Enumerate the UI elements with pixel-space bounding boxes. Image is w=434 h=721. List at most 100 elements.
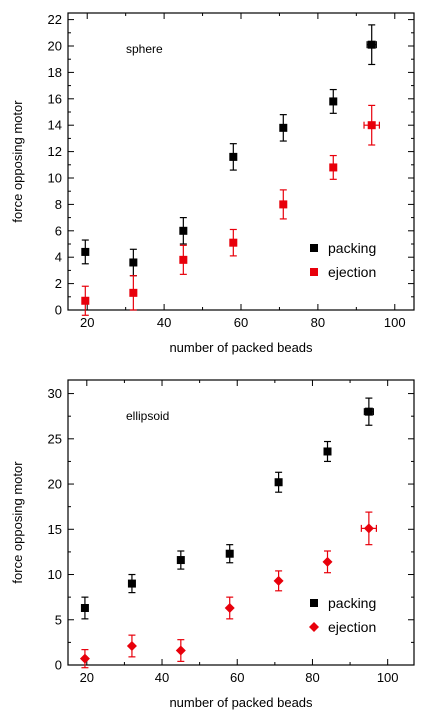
y-tick-label: 15 (48, 522, 62, 537)
marker-diamond (274, 576, 284, 586)
marker-square (279, 124, 287, 132)
data-point (364, 398, 373, 425)
data-point (229, 229, 237, 255)
x-tick-label: 80 (311, 315, 325, 330)
y-tick-label: 16 (48, 91, 62, 106)
x-tick-label: 40 (157, 315, 171, 330)
marker-square (129, 258, 137, 266)
data-point (323, 551, 333, 573)
marker-square (81, 248, 89, 256)
data-point (128, 575, 136, 593)
y-tick-label: 25 (48, 431, 62, 446)
x-tick-label: 100 (384, 315, 406, 330)
marker-square (179, 227, 187, 235)
marker-square (365, 408, 373, 416)
data-point (176, 640, 186, 662)
legend-marker (310, 244, 318, 252)
data-point (226, 545, 234, 563)
legend-label: packing (328, 240, 376, 256)
data-point (225, 597, 235, 619)
data-point (177, 551, 185, 569)
y-tick-label: 12 (48, 144, 62, 159)
data-point (361, 512, 376, 545)
legend-label: ejection (328, 264, 376, 280)
marker-square (81, 604, 89, 612)
data-point (274, 571, 284, 591)
y-tick-label: 8 (55, 197, 62, 212)
series-ejection (81, 105, 379, 315)
marker-square (229, 239, 237, 247)
series-packing (81, 398, 373, 619)
marker-square (329, 97, 337, 105)
marker-square (279, 200, 287, 208)
data-point (279, 115, 287, 141)
data-point (329, 156, 337, 180)
y-axis-label: force opposing motor (10, 100, 25, 223)
x-tick-label: 100 (377, 670, 399, 685)
marker-square (128, 580, 136, 588)
data-point (129, 249, 137, 275)
marker-square (329, 163, 337, 171)
y-tick-label: 30 (48, 386, 62, 401)
legend-marker (310, 268, 318, 276)
chart-panel-1: 20 40 60 80 100 0 2 4 6 8 10 12 14 16 18 20 22 number of … (10, 12, 414, 355)
y-tick-label: 10 (48, 567, 62, 582)
legend: packing ejection (309, 595, 376, 635)
x-tick-label: 20 (80, 670, 94, 685)
panel-annotation: sphere (126, 42, 163, 56)
y-tick-label: 10 (48, 171, 62, 186)
data-point (127, 635, 137, 657)
marker-diamond (80, 654, 90, 664)
data-point (367, 25, 376, 65)
data-point (364, 105, 379, 145)
data-point (179, 245, 187, 274)
data-point (179, 218, 187, 244)
y-tick-label: 0 (55, 303, 62, 318)
y-axis-label: force opposing motor (10, 461, 25, 584)
data-point (275, 472, 283, 492)
marker-square (81, 297, 89, 305)
marker-square (177, 556, 185, 564)
marker-square (368, 121, 376, 129)
legend-marker (309, 622, 319, 632)
y-tick-label: 2 (55, 276, 62, 291)
data-point (329, 90, 337, 114)
marker-square (179, 256, 187, 264)
y-tick-label: 6 (55, 223, 62, 238)
y-tick-label: 20 (48, 39, 62, 54)
legend-label: ejection (328, 619, 376, 635)
legend-marker (310, 599, 318, 607)
y-tick-label: 5 (55, 612, 62, 627)
y-tick-label: 22 (48, 12, 62, 27)
y-tick-label: 20 (48, 477, 62, 492)
x-tick-label: 60 (230, 670, 244, 685)
x-tick-label: 60 (234, 315, 248, 330)
legend-label: packing (328, 595, 376, 611)
series-ejection (80, 512, 376, 668)
marker-diamond (176, 646, 186, 656)
marker-diamond (225, 603, 235, 613)
x-tick-label: 20 (80, 315, 94, 330)
y-tick-label: 18 (48, 65, 62, 80)
y-tick-label: 0 (55, 658, 62, 673)
x-axis-label: number of packed beads (169, 695, 313, 710)
panel-annotation: ellipsoid (126, 409, 169, 423)
marker-square (275, 478, 283, 486)
x-tick-label: 80 (305, 670, 319, 685)
chart-panel-2: 20 40 60 80 100 0 5 10 15 20 25 30 number of packed … (10, 380, 414, 710)
marker-diamond (323, 557, 333, 567)
data-point (81, 597, 89, 619)
data-point (129, 276, 137, 310)
marker-square (324, 447, 332, 455)
x-axis-label: number of packed beads (169, 340, 313, 355)
series-packing (81, 25, 376, 276)
data-point (229, 144, 237, 170)
data-point (81, 286, 89, 315)
data-point (279, 190, 287, 219)
x-tick-label: 40 (155, 670, 169, 685)
y-tick-label: 14 (48, 118, 62, 133)
marker-square (229, 153, 237, 161)
data-point (81, 240, 89, 264)
y-tick-label: 4 (55, 250, 62, 265)
